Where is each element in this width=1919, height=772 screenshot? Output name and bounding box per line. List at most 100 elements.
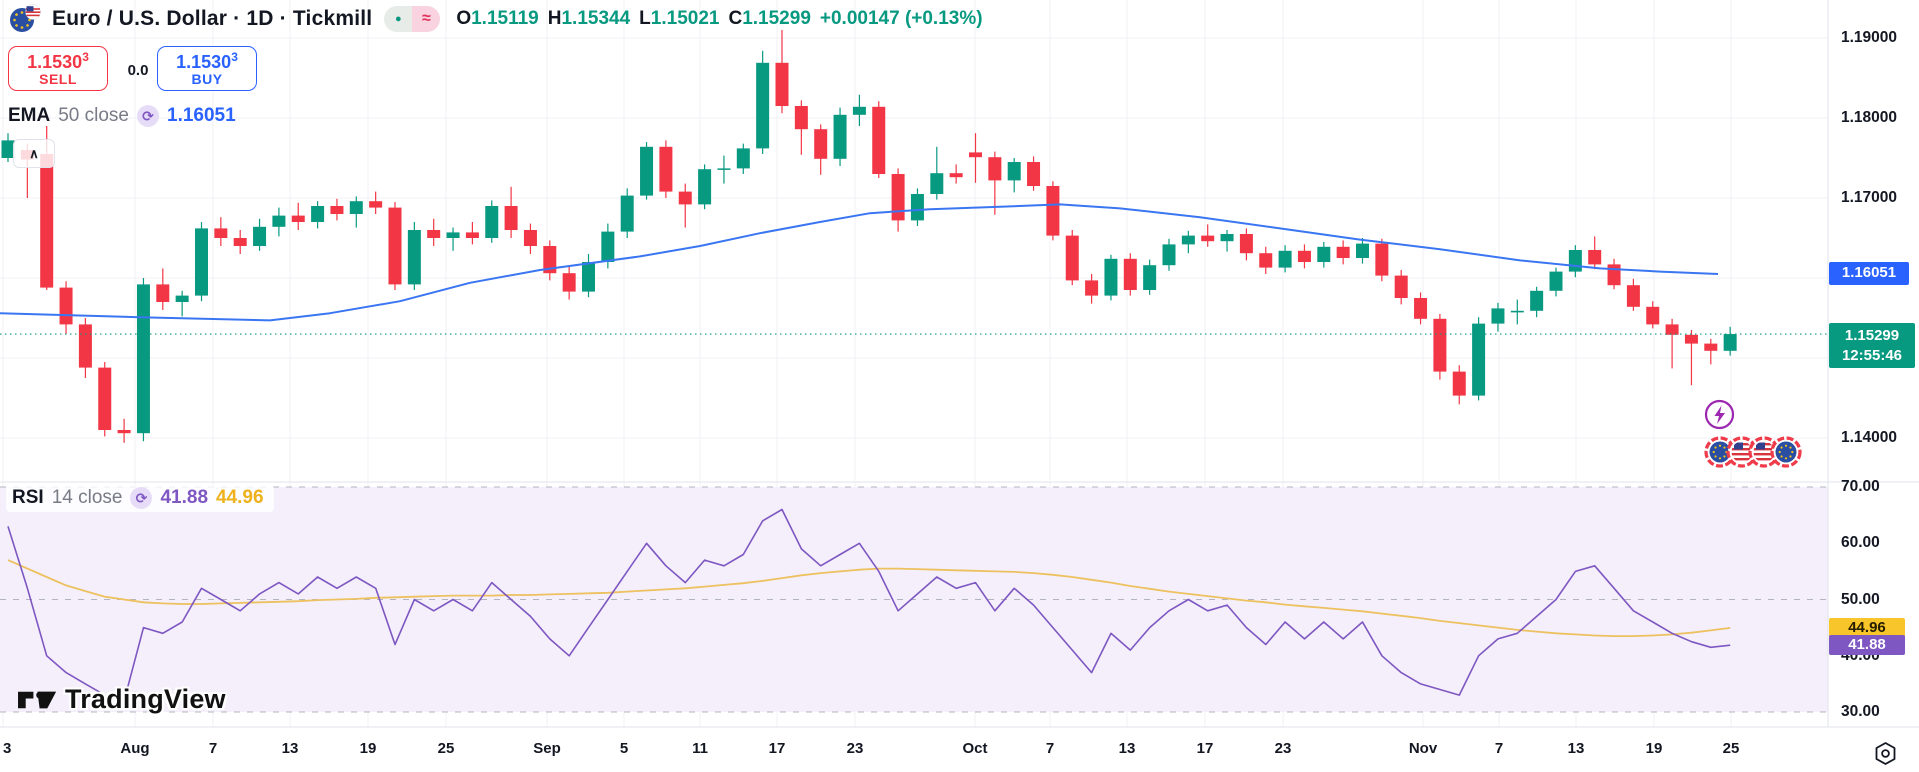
candle-body	[1472, 323, 1486, 396]
candle-body	[756, 62, 770, 149]
time-label: Aug	[120, 740, 150, 757]
candle-body	[988, 157, 1002, 181]
time-label: 19	[1645, 740, 1663, 757]
candle-body	[794, 106, 808, 130]
candle-body	[40, 154, 54, 288]
ohlc-open-value: 1.15119	[471, 8, 539, 29]
candle-body	[311, 206, 325, 222]
ohlc-open-label: O	[456, 8, 472, 29]
candle-body	[1336, 246, 1350, 258]
market-status-pill[interactable]: ● ≈	[384, 6, 441, 32]
candle-body	[814, 129, 828, 159]
ohlc-low-label: L	[639, 8, 651, 29]
buy-price-pip: 3	[231, 49, 238, 64]
collapse-panel-button[interactable]: ∧	[13, 139, 55, 168]
candle-body	[504, 206, 518, 230]
ema-value: 1.16051	[167, 105, 236, 126]
candle-body	[407, 230, 421, 285]
candle-body	[969, 152, 982, 158]
market-open-dot-icon: ●	[384, 6, 413, 32]
rsi-main-badge: 41.88	[1829, 635, 1905, 656]
countdown-timer: 12:55:46	[1841, 346, 1903, 364]
time-label: 25	[437, 740, 455, 757]
time-label: 13	[281, 740, 299, 757]
candle-body	[543, 246, 557, 274]
candle-body	[1123, 258, 1137, 290]
ema-line	[0, 203, 1719, 322]
candle-body	[640, 146, 654, 196]
candle-body	[872, 106, 886, 174]
time-label: Nov	[1408, 740, 1438, 757]
spread-value: 0.0	[127, 62, 149, 79]
candle-body	[523, 230, 537, 246]
candle-body	[388, 207, 402, 285]
candle-body	[601, 231, 615, 262]
candle-body	[659, 146, 673, 192]
axis-settings-icon[interactable]	[1872, 740, 1899, 767]
buy-button[interactable]: 1.15303 BUY	[157, 46, 257, 91]
time-label: 19	[359, 740, 377, 757]
market-flag-icon-eu[interactable]	[1770, 436, 1802, 468]
watermark-text: TradingView	[65, 684, 226, 714]
sell-label: SELL	[39, 70, 77, 87]
symbol-title[interactable]: Euro / U.S. Dollar · 1D · Tickmill	[52, 7, 373, 30]
time-label: 23	[846, 740, 864, 757]
candle-body	[136, 284, 150, 434]
candle-body	[678, 191, 692, 205]
candle-body	[1530, 290, 1544, 311]
time-label: 13	[1118, 740, 1136, 757]
candle-body	[1607, 264, 1621, 286]
candle-body	[1356, 243, 1369, 258]
refresh-icon[interactable]: ⟳	[137, 105, 160, 127]
candle-body	[736, 148, 750, 169]
candle-body	[1065, 235, 1079, 281]
candle-body	[1104, 258, 1118, 296]
ohlc-values: O1.15119 H1.15344 L1.15021 C1.15299 +0.0…	[456, 8, 982, 30]
last-price-badge: 1.15299 12:55:46	[1829, 323, 1915, 369]
related-markets-flags[interactable]	[1704, 436, 1804, 469]
price-tick-label: 1.18000	[1841, 109, 1898, 126]
candle-body	[1704, 343, 1718, 351]
candle-body	[78, 324, 92, 368]
refresh-icon[interactable]: ⟳	[130, 487, 153, 509]
tradingview-watermark[interactable]: TradingView	[17, 684, 226, 715]
candle-body	[833, 114, 847, 159]
time-label: 7	[1045, 740, 1055, 757]
candle-body	[1414, 298, 1428, 319]
time-label: 13	[1567, 740, 1585, 757]
rsi-tick-label: 60.00	[1841, 534, 1880, 552]
candle-body	[1588, 250, 1602, 265]
candle-body	[1491, 308, 1505, 324]
ema-indicator-legend[interactable]: EMA 50 close ⟳ 1.16051	[8, 105, 236, 127]
quick-trade-lightning-icon[interactable]	[1704, 399, 1735, 430]
rsi-tick-label: 30.00	[1841, 703, 1880, 720]
candle-body	[1317, 246, 1331, 262]
candlestick-series	[1, 30, 1737, 443]
ohlc-close-label: C	[728, 8, 743, 29]
time-label: 7	[208, 740, 218, 757]
ohlc-low-value: 1.15021	[650, 8, 720, 29]
candle-body	[253, 226, 267, 246]
price-tick-label: 1.14000	[1841, 429, 1898, 446]
candle-body	[272, 215, 286, 227]
candle-body	[1, 140, 15, 158]
rsi-indicator-legend[interactable]: RSI 14 close ⟳ 41.88 44.96	[6, 485, 274, 512]
symbol-flag-icon[interactable]	[8, 4, 42, 34]
candle-body	[910, 194, 924, 221]
rsi-name: RSI	[12, 487, 44, 508]
candle-body	[562, 273, 576, 292]
sell-button[interactable]: 1.15303 SELL	[8, 46, 108, 91]
candle-body	[98, 367, 112, 430]
price-tick-label: 1.19000	[1841, 29, 1898, 46]
candle-body	[175, 295, 189, 302]
sell-price: 1.1530	[27, 51, 83, 72]
candle-body	[620, 195, 634, 232]
rsi-signal-badge: 44.96	[1829, 617, 1905, 638]
candle-body	[330, 206, 344, 214]
time-label: 5	[619, 740, 629, 757]
chevron-up-icon: ∧	[29, 145, 39, 161]
candle-body	[1278, 250, 1292, 268]
rsi-signal-value: 44.96	[216, 487, 264, 508]
buy-label: BUY	[191, 70, 223, 87]
